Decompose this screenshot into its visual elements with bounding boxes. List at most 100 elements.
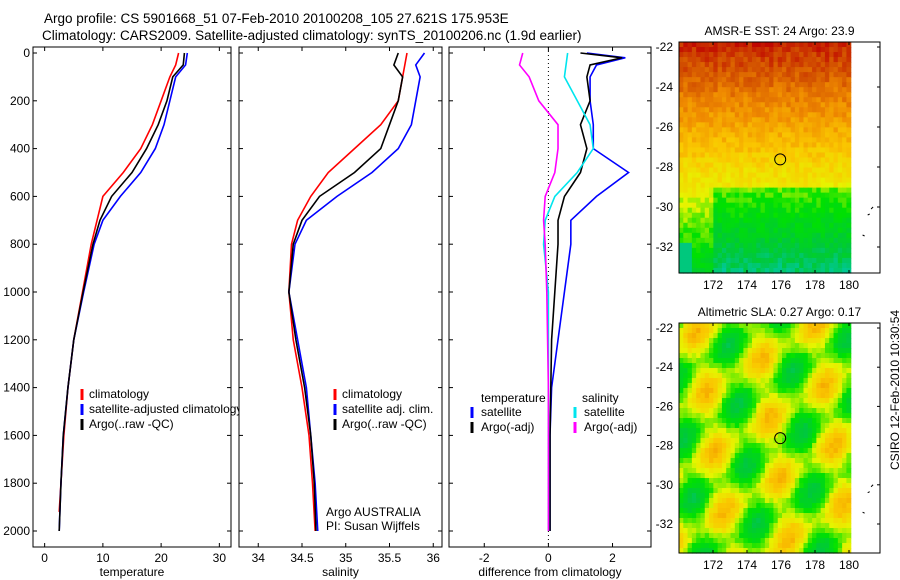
map-pixel <box>833 147 839 154</box>
map-pixel <box>773 112 779 118</box>
map-pixel <box>687 328 693 334</box>
map-pixel <box>756 328 762 334</box>
map-pixel <box>700 443 706 449</box>
map-pixel <box>764 418 770 424</box>
map-pixel <box>743 423 749 429</box>
map-pixel <box>799 97 805 103</box>
map-pixel <box>833 172 839 179</box>
map-pixel <box>777 167 783 174</box>
map-pixel <box>760 172 766 179</box>
map-pixel <box>842 57 848 63</box>
map-pixel <box>679 87 684 93</box>
map-pixel <box>786 177 792 184</box>
map-pixel <box>730 152 736 159</box>
map-pixel <box>769 112 775 118</box>
footer-stamp: CSIRO 12-Feb-2010 10:30:54 <box>888 309 900 470</box>
map-pixel <box>717 348 723 354</box>
map-pixel <box>743 57 749 63</box>
map-pixel <box>824 172 830 179</box>
map-pixel <box>812 132 817 139</box>
map-pixel <box>679 503 684 509</box>
map-pixel <box>777 197 783 204</box>
map-pixel <box>846 518 852 524</box>
map-pixel <box>751 102 757 108</box>
map-pixel <box>794 508 800 514</box>
map-pixel <box>700 222 706 229</box>
map-pixel <box>842 508 848 514</box>
map-pixel <box>794 227 800 234</box>
map-pixel <box>842 443 848 449</box>
map-pixel <box>820 473 826 479</box>
map-pixel <box>842 543 848 549</box>
map-pixel <box>812 47 817 53</box>
map-pixel <box>782 42 787 48</box>
map-pixel <box>842 503 848 509</box>
map-pixel <box>760 538 766 544</box>
map-pixel <box>726 508 732 514</box>
map-pixel <box>837 518 843 524</box>
map-pixel <box>721 197 727 204</box>
map-pixel <box>786 463 792 469</box>
map-pixel <box>756 343 762 349</box>
map-pixel <box>820 117 826 123</box>
map-pixel <box>696 102 702 108</box>
map-pixel <box>833 363 839 369</box>
map-pixel <box>799 92 805 98</box>
map-pixel <box>756 373 762 379</box>
map-pixel <box>833 448 839 454</box>
map-pixel <box>734 453 740 459</box>
map-pixel <box>846 177 852 184</box>
map-pixel <box>816 483 822 489</box>
map-pixel <box>683 513 689 519</box>
map-pixel <box>769 267 775 274</box>
map-pixel <box>747 543 753 549</box>
map-pixel <box>790 353 796 359</box>
map-pixel <box>691 52 697 58</box>
map-pixel <box>799 107 805 113</box>
map-pixel <box>760 418 766 424</box>
map-pixel <box>777 518 783 524</box>
map-pixel <box>812 448 817 454</box>
map-pixel <box>721 177 727 184</box>
map-pixel <box>696 182 702 189</box>
map-pixel <box>837 428 843 434</box>
map-pixel <box>829 493 835 499</box>
map-pixel <box>837 167 843 174</box>
map-pixel <box>717 212 723 219</box>
map-pixel <box>700 172 706 179</box>
annotation-text: PI: Susan Wijffels <box>326 519 420 533</box>
map-pixel <box>743 77 749 83</box>
map-pixel <box>739 453 744 459</box>
map-pixel <box>713 373 719 379</box>
map-pixel <box>747 142 753 149</box>
map-pixel <box>812 197 817 204</box>
map-pixel <box>709 408 714 414</box>
map-pixel <box>713 52 719 58</box>
map-pixel <box>760 247 766 254</box>
map-pixel <box>713 443 719 449</box>
map-pixel <box>704 453 710 459</box>
map-pixel <box>816 82 822 88</box>
map-pixel <box>812 157 817 164</box>
map-pixel <box>691 398 697 404</box>
map-pixel <box>760 468 766 474</box>
map-pixel <box>700 448 706 454</box>
map-pixel <box>709 62 714 68</box>
map-pixel <box>739 157 744 164</box>
map-pixel <box>803 262 809 269</box>
map-pixel <box>691 122 697 128</box>
map-pixel <box>842 538 848 544</box>
map-pixel <box>782 182 787 189</box>
map-pixel <box>717 192 723 199</box>
map-pixel <box>803 498 809 504</box>
map-pixel <box>816 222 822 229</box>
map-pixel <box>777 468 783 474</box>
map-pixel <box>730 493 736 499</box>
map-pixel <box>799 373 805 379</box>
map-pixel <box>764 182 770 189</box>
map-pixel <box>751 423 757 429</box>
map-pixel <box>812 62 817 68</box>
map-pixel <box>713 222 719 229</box>
map-pixel <box>760 42 766 48</box>
map-pixel <box>721 343 727 349</box>
